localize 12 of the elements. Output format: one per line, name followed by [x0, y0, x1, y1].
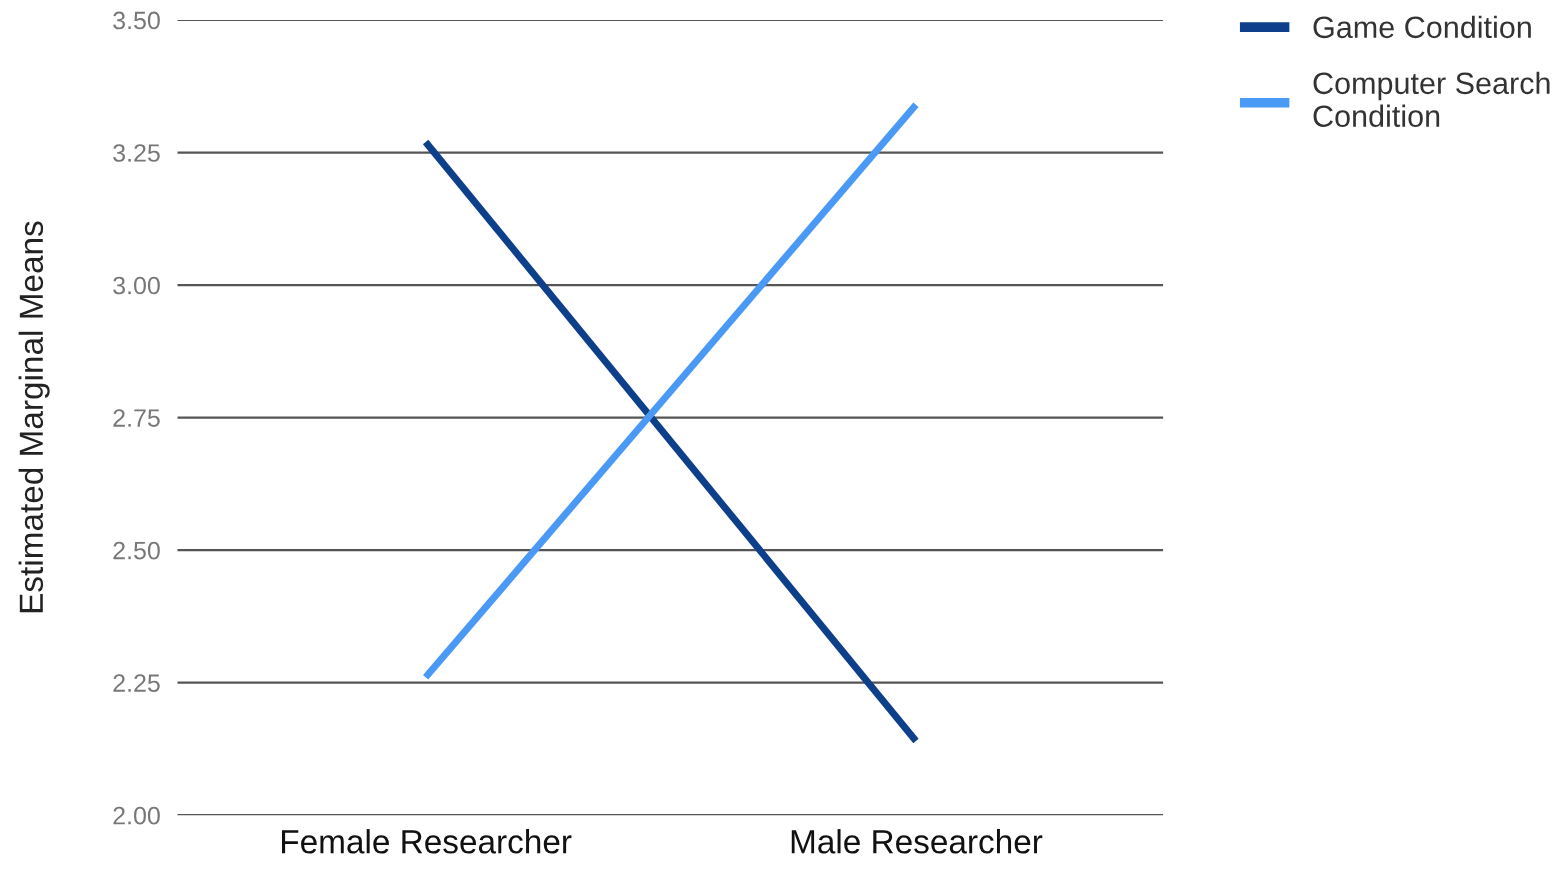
- x-tick-label: Male Researcher: [791, 829, 1043, 854]
- y-tick-label: 2.75: [113, 409, 160, 427]
- y-tick-label: 2.50: [113, 541, 160, 560]
- y-tick-label: 3.25: [113, 144, 160, 162]
- y-axis-title: Estimated Marginal Means: [18, 221, 50, 613]
- legend-label: Game Condition: [1313, 15, 1531, 39]
- legend-label: Computer Search Condition: [1313, 71, 1550, 128]
- x-tick-label: Female Researcher: [282, 829, 572, 854]
- y-tick-label: 2.00: [113, 806, 160, 825]
- y-tick-label: 3.00: [113, 276, 160, 295]
- y-tick-label: 3.50: [113, 11, 160, 30]
- y-tick-label: 2.25: [113, 674, 160, 692]
